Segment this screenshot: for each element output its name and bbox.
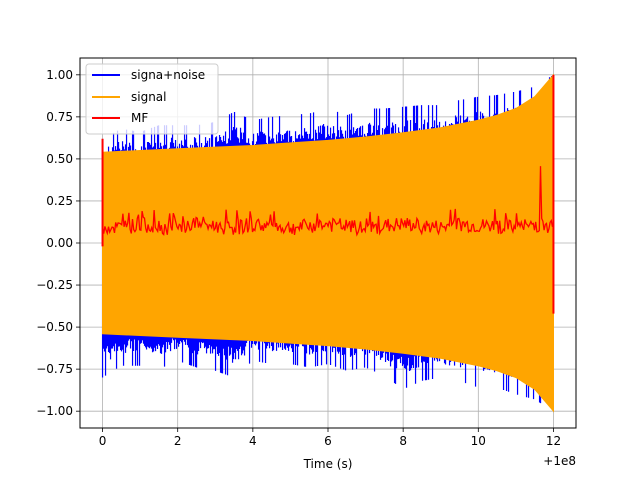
- y-tick-label: 0.75: [46, 110, 73, 124]
- x-axis-label: Time (s): [303, 457, 353, 471]
- y-tick-label: −0.75: [36, 362, 73, 376]
- x-tick-label: 6: [324, 434, 332, 448]
- y-tick-label: −0.25: [36, 278, 73, 292]
- y-tick-label: 0.25: [46, 194, 73, 208]
- y-axis: 1.00 0.75 0.50 0.25 0.00 −0.25 −0.50 −0.75 −1.00: [36, 68, 80, 418]
- x-tick-label: 0: [99, 434, 107, 448]
- x-tick-label: 8: [399, 434, 407, 448]
- legend-box: [85, 63, 219, 135]
- x-tick-label: 12: [546, 434, 561, 448]
- legend-label-mf: MF: [131, 111, 148, 125]
- legend: signa+noise signal MF: [85, 63, 219, 135]
- legend-label-signa-noise: signa+noise: [131, 68, 205, 82]
- y-tick-label: 0.50: [46, 152, 73, 166]
- series-signal: [102, 73, 554, 413]
- series-layer: [101, 73, 555, 413]
- y-tick-label: −1.00: [36, 404, 73, 418]
- y-tick-label: 0.00: [46, 236, 73, 250]
- x-tick-label: 2: [174, 434, 182, 448]
- series-mf: [101, 166, 554, 237]
- legend-label-signal: signal: [131, 90, 167, 104]
- x-tick-label: 10: [471, 434, 486, 448]
- x-tick-label: 4: [249, 434, 257, 448]
- y-tick-label: 1.00: [46, 68, 73, 82]
- y-tick-label: −0.50: [36, 320, 73, 334]
- x-offset-label: +1e8: [543, 454, 576, 468]
- x-axis: 0 2 4 6 8 10 12: [99, 428, 561, 448]
